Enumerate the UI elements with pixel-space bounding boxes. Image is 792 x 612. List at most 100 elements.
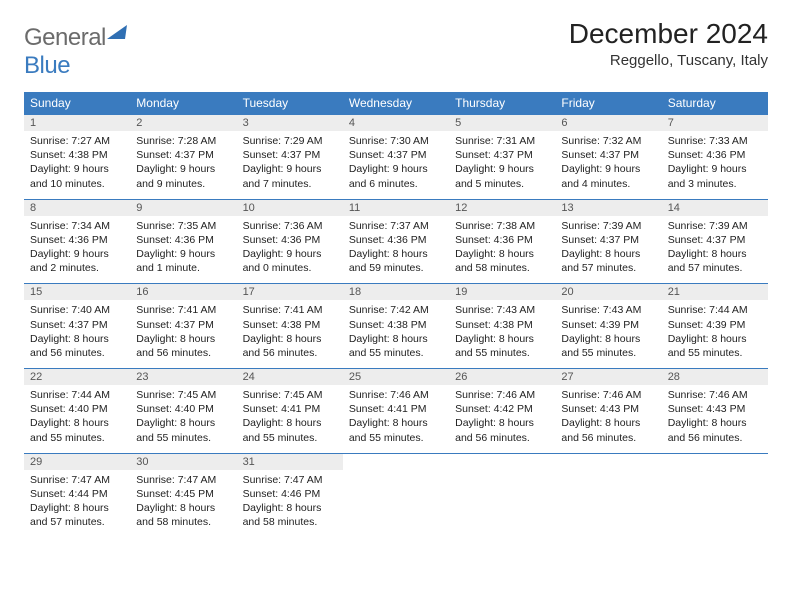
daylight-text: Daylight: 8 hours and 56 minutes. <box>243 332 337 360</box>
day-body: Sunrise: 7:39 AMSunset: 4:37 PMDaylight:… <box>662 216 768 284</box>
title-block: December 2024 Reggello, Tuscany, Italy <box>569 18 768 69</box>
day-number: 10 <box>237 200 343 216</box>
sunset-text: Sunset: 4:36 PM <box>30 233 124 247</box>
day-cell: 29Sunrise: 7:47 AMSunset: 4:44 PMDayligh… <box>24 453 130 537</box>
week-row: 29Sunrise: 7:47 AMSunset: 4:44 PMDayligh… <box>24 453 768 537</box>
daylight-text: Daylight: 9 hours and 6 minutes. <box>349 162 443 190</box>
sunrise-text: Sunrise: 7:31 AM <box>455 134 549 148</box>
calendar-table: Sunday Monday Tuesday Wednesday Thursday… <box>24 92 768 537</box>
sunset-text: Sunset: 4:40 PM <box>136 402 230 416</box>
daylight-text: Daylight: 8 hours and 56 minutes. <box>30 332 124 360</box>
day-cell: 6Sunrise: 7:32 AMSunset: 4:37 PMDaylight… <box>555 115 661 200</box>
day-number: 28 <box>662 369 768 385</box>
logo-sail-icon <box>107 25 127 39</box>
day-cell: 13Sunrise: 7:39 AMSunset: 4:37 PMDayligh… <box>555 199 661 284</box>
sunset-text: Sunset: 4:37 PM <box>561 233 655 247</box>
daylight-text: Daylight: 8 hours and 55 minutes. <box>668 332 762 360</box>
day-cell: .. <box>343 453 449 537</box>
day-number: 9 <box>130 200 236 216</box>
daylight-text: Daylight: 9 hours and 7 minutes. <box>243 162 337 190</box>
daylight-text: Daylight: 8 hours and 55 minutes. <box>561 332 655 360</box>
day-body: Sunrise: 7:43 AMSunset: 4:39 PMDaylight:… <box>555 300 661 368</box>
day-body: Sunrise: 7:33 AMSunset: 4:36 PMDaylight:… <box>662 131 768 199</box>
sunset-text: Sunset: 4:38 PM <box>349 318 443 332</box>
sunrise-text: Sunrise: 7:41 AM <box>136 303 230 317</box>
day-cell: 14Sunrise: 7:39 AMSunset: 4:37 PMDayligh… <box>662 199 768 284</box>
sunrise-text: Sunrise: 7:37 AM <box>349 219 443 233</box>
day-number: 5 <box>449 115 555 131</box>
sunrise-text: Sunrise: 7:42 AM <box>349 303 443 317</box>
sunset-text: Sunset: 4:38 PM <box>243 318 337 332</box>
location: Reggello, Tuscany, Italy <box>569 52 768 69</box>
day-number: 16 <box>130 284 236 300</box>
day-body: Sunrise: 7:41 AMSunset: 4:37 PMDaylight:… <box>130 300 236 368</box>
logo-text-general: General <box>24 24 106 51</box>
sunset-text: Sunset: 4:45 PM <box>136 487 230 501</box>
day-cell: 20Sunrise: 7:43 AMSunset: 4:39 PMDayligh… <box>555 284 661 369</box>
day-cell: 5Sunrise: 7:31 AMSunset: 4:37 PMDaylight… <box>449 115 555 200</box>
daylight-text: Daylight: 8 hours and 57 minutes. <box>30 501 124 529</box>
week-row: 15Sunrise: 7:40 AMSunset: 4:37 PMDayligh… <box>24 284 768 369</box>
sunset-text: Sunset: 4:37 PM <box>668 233 762 247</box>
sunset-text: Sunset: 4:37 PM <box>243 148 337 162</box>
day-body: Sunrise: 7:34 AMSunset: 4:36 PMDaylight:… <box>24 216 130 284</box>
sunrise-text: Sunrise: 7:35 AM <box>136 219 230 233</box>
sunrise-text: Sunrise: 7:46 AM <box>561 388 655 402</box>
day-body: Sunrise: 7:46 AMSunset: 4:43 PMDaylight:… <box>662 385 768 453</box>
sunset-text: Sunset: 4:38 PM <box>455 318 549 332</box>
sunrise-text: Sunrise: 7:45 AM <box>136 388 230 402</box>
week-row: 22Sunrise: 7:44 AMSunset: 4:40 PMDayligh… <box>24 369 768 454</box>
daylight-text: Daylight: 8 hours and 55 minutes. <box>349 416 443 444</box>
day-body: Sunrise: 7:32 AMSunset: 4:37 PMDaylight:… <box>555 131 661 199</box>
sunrise-text: Sunrise: 7:47 AM <box>243 473 337 487</box>
sunset-text: Sunset: 4:37 PM <box>349 148 443 162</box>
sunset-text: Sunset: 4:43 PM <box>668 402 762 416</box>
sunrise-text: Sunrise: 7:28 AM <box>136 134 230 148</box>
daylight-text: Daylight: 9 hours and 0 minutes. <box>243 247 337 275</box>
daylight-text: Daylight: 8 hours and 56 minutes. <box>136 332 230 360</box>
daylight-text: Daylight: 8 hours and 56 minutes. <box>668 416 762 444</box>
day-number: 1 <box>24 115 130 131</box>
day-cell: 18Sunrise: 7:42 AMSunset: 4:38 PMDayligh… <box>343 284 449 369</box>
day-number: 21 <box>662 284 768 300</box>
sunset-text: Sunset: 4:39 PM <box>561 318 655 332</box>
sunrise-text: Sunrise: 7:43 AM <box>561 303 655 317</box>
day-cell: 30Sunrise: 7:47 AMSunset: 4:45 PMDayligh… <box>130 453 236 537</box>
sunrise-text: Sunrise: 7:27 AM <box>30 134 124 148</box>
sunset-text: Sunset: 4:46 PM <box>243 487 337 501</box>
logo-text-blue: Blue <box>24 52 70 79</box>
day-cell: 3Sunrise: 7:29 AMSunset: 4:37 PMDaylight… <box>237 115 343 200</box>
day-body: Sunrise: 7:44 AMSunset: 4:39 PMDaylight:… <box>662 300 768 368</box>
day-body: Sunrise: 7:46 AMSunset: 4:41 PMDaylight:… <box>343 385 449 453</box>
day-cell: 16Sunrise: 7:41 AMSunset: 4:37 PMDayligh… <box>130 284 236 369</box>
sunrise-text: Sunrise: 7:47 AM <box>30 473 124 487</box>
day-body: Sunrise: 7:44 AMSunset: 4:40 PMDaylight:… <box>24 385 130 453</box>
sunrise-text: Sunrise: 7:47 AM <box>136 473 230 487</box>
day-body: Sunrise: 7:37 AMSunset: 4:36 PMDaylight:… <box>343 216 449 284</box>
day-number: 2 <box>130 115 236 131</box>
day-body: Sunrise: 7:36 AMSunset: 4:36 PMDaylight:… <box>237 216 343 284</box>
day-body: Sunrise: 7:38 AMSunset: 4:36 PMDaylight:… <box>449 216 555 284</box>
day-number: 27 <box>555 369 661 385</box>
sunrise-text: Sunrise: 7:44 AM <box>668 303 762 317</box>
col-sunday: Sunday <box>24 92 130 115</box>
day-number: 6 <box>555 115 661 131</box>
sunset-text: Sunset: 4:40 PM <box>30 402 124 416</box>
sunrise-text: Sunrise: 7:30 AM <box>349 134 443 148</box>
sunset-text: Sunset: 4:37 PM <box>136 318 230 332</box>
sunrise-text: Sunrise: 7:34 AM <box>30 219 124 233</box>
sunset-text: Sunset: 4:36 PM <box>136 233 230 247</box>
col-monday: Monday <box>130 92 236 115</box>
sunset-text: Sunset: 4:36 PM <box>349 233 443 247</box>
day-number: 12 <box>449 200 555 216</box>
day-number: 8 <box>24 200 130 216</box>
daylight-text: Daylight: 8 hours and 57 minutes. <box>668 247 762 275</box>
col-saturday: Saturday <box>662 92 768 115</box>
daylight-text: Daylight: 9 hours and 9 minutes. <box>136 162 230 190</box>
sunrise-text: Sunrise: 7:39 AM <box>561 219 655 233</box>
sunset-text: Sunset: 4:38 PM <box>30 148 124 162</box>
sunset-text: Sunset: 4:41 PM <box>243 402 337 416</box>
day-body: Sunrise: 7:46 AMSunset: 4:42 PMDaylight:… <box>449 385 555 453</box>
daylight-text: Daylight: 8 hours and 55 minutes. <box>136 416 230 444</box>
day-cell: 12Sunrise: 7:38 AMSunset: 4:36 PMDayligh… <box>449 199 555 284</box>
